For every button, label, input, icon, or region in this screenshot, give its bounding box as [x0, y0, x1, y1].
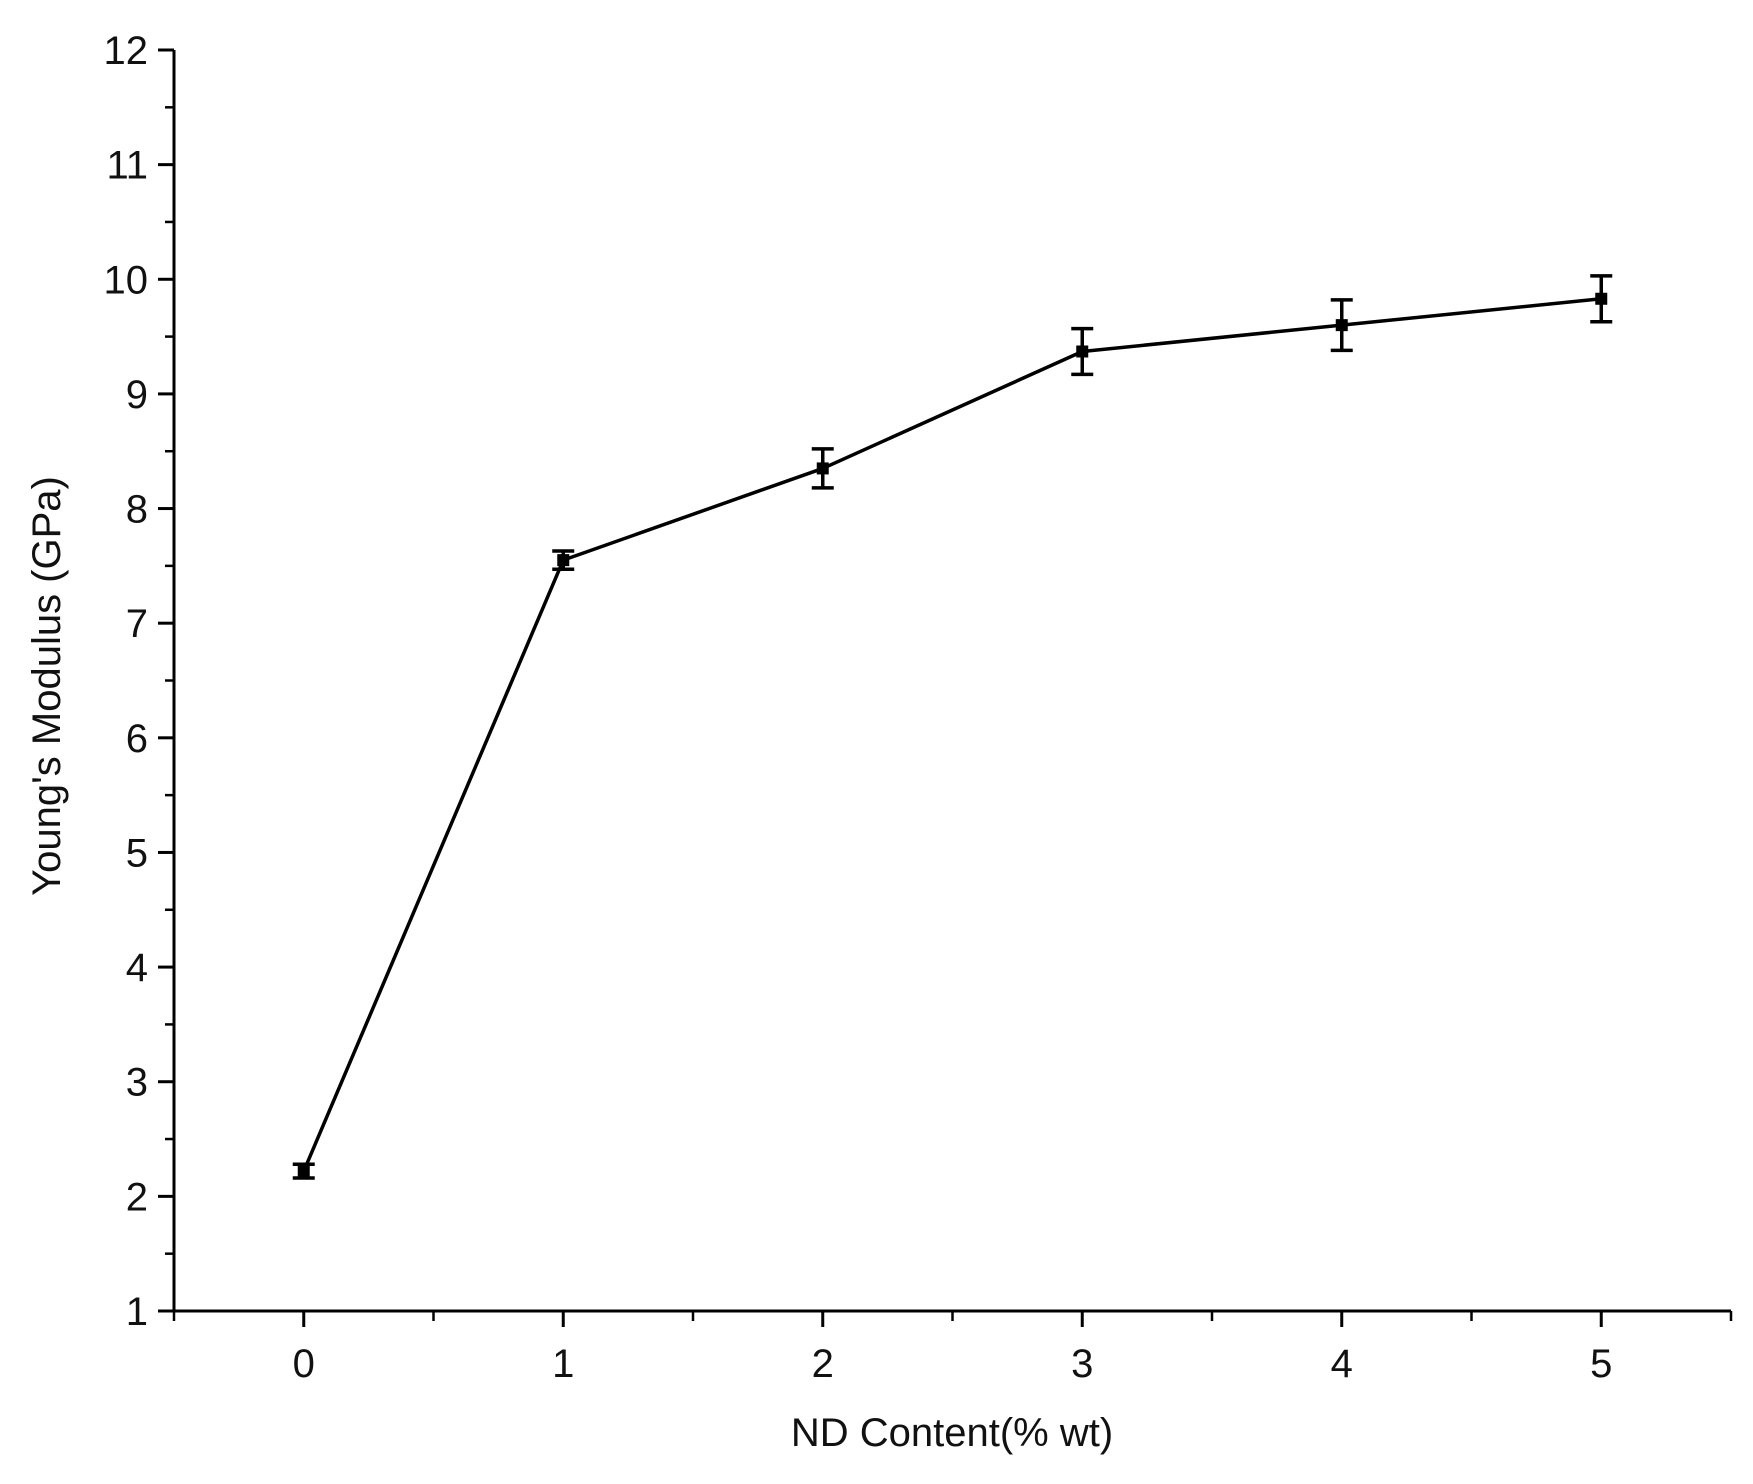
y-tick-label: 11 — [106, 144, 148, 188]
y-tick-label: 9 — [126, 373, 148, 417]
data-point — [1595, 292, 1608, 305]
x-tick-label: 1 — [552, 1342, 574, 1386]
axes — [172, 50, 1731, 1313]
x-axis-ticks: 0 1 2 3 4 5 — [172, 1311, 1733, 1386]
data-point — [816, 462, 829, 475]
x-tick-label: 5 — [1590, 1342, 1612, 1386]
x-tick-label: 4 — [1331, 1342, 1353, 1386]
plot-area — [292, 274, 1613, 1180]
y-tick-label: 4 — [126, 946, 148, 990]
x-tick-label: 0 — [293, 1342, 315, 1386]
y-axis-title: Young's Modulus (GPa) — [25, 476, 69, 896]
y-tick-label: 5 — [126, 831, 148, 875]
y-tick-label: 10 — [104, 258, 149, 302]
data-point — [557, 554, 570, 567]
y-tick-label: 12 — [104, 29, 149, 73]
y-tick-label: 2 — [126, 1175, 148, 1219]
x-tick-label: 2 — [812, 1342, 834, 1386]
data-point — [1076, 345, 1089, 358]
data-point — [1335, 319, 1348, 332]
series-line — [302, 297, 1602, 1172]
y-tick-label: 1 — [126, 1290, 148, 1334]
y-tick-label: 7 — [126, 602, 148, 646]
x-axis-title: ND Content(% wt) — [791, 1411, 1113, 1455]
data-point — [297, 1165, 310, 1178]
y-tick-label: 8 — [126, 488, 148, 532]
y-tick-label: 3 — [126, 1061, 148, 1105]
x-tick-label: 3 — [1071, 1342, 1093, 1386]
y-tick-label: 6 — [126, 717, 148, 761]
